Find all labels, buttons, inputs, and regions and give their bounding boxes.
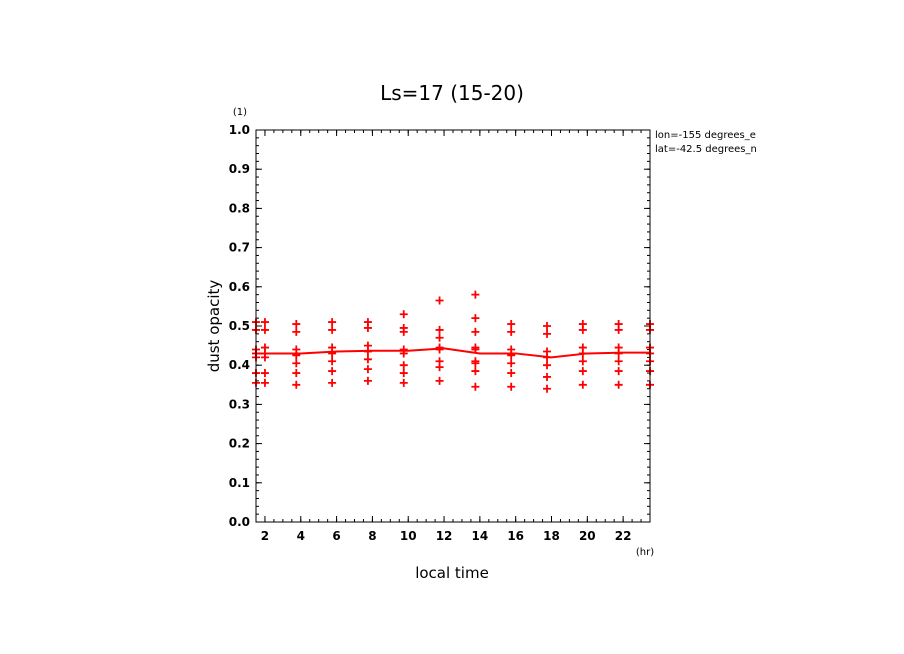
- x-axis-unit: (hr): [636, 547, 654, 558]
- sample-point: [399, 369, 408, 378]
- sample-point: [507, 327, 516, 336]
- chart-title: Ls=17 (15-20): [380, 81, 524, 105]
- sample-point: [363, 323, 372, 332]
- sample-point: [328, 349, 337, 358]
- sample-point: [507, 359, 516, 368]
- sample-point: [260, 369, 269, 378]
- y-tick-label: 0.1: [229, 476, 250, 490]
- sample-point: [399, 378, 408, 387]
- sample-point: [507, 320, 516, 329]
- x-tick-label: 18: [543, 529, 560, 543]
- sample-point: [292, 369, 301, 378]
- sample-point: [435, 333, 444, 342]
- sample-point: [543, 322, 552, 330]
- sample-point: [543, 384, 552, 393]
- x-tick-label: 22: [615, 529, 632, 543]
- sample-point: [260, 378, 269, 387]
- x-tick-label: 8: [368, 529, 376, 543]
- annotation-lat: lat=-42.5 degrees_n: [655, 144, 757, 155]
- annotation-lon: lon=-155 degrees_e: [655, 130, 756, 141]
- y-tick-label: 0.7: [229, 241, 250, 255]
- sample-point: [578, 380, 587, 389]
- sample-point: [292, 380, 301, 389]
- y-tick-label: 0.4: [229, 358, 250, 372]
- axis-ticks: 0.0 0.1 0.2 0.3 0.4 0.5 0.6 0.7 0.8 0.9 1.0 2 4 6 8 10 1…: [229, 123, 651, 543]
- sample-point: [435, 376, 444, 385]
- sample-point: [260, 353, 269, 362]
- sample-point: [578, 357, 587, 366]
- sample-point: [363, 365, 372, 374]
- sample-point: [292, 327, 301, 336]
- sample-point: [614, 380, 623, 389]
- sample-point: [543, 353, 552, 362]
- sample-point: [328, 325, 337, 334]
- sample-point: [578, 367, 587, 376]
- sample-point: [471, 382, 480, 391]
- sample-point: [507, 382, 516, 391]
- sample-point: [614, 325, 623, 334]
- sample-point: [363, 347, 372, 356]
- sample-point: [543, 372, 552, 381]
- x-tick-label: 20: [579, 529, 596, 543]
- mean-line: [256, 347, 650, 359]
- sample-point: [435, 363, 444, 372]
- sample-point: [435, 345, 444, 354]
- sample-point: [614, 357, 623, 366]
- x-tick-label: 4: [297, 529, 305, 543]
- sample-point: [471, 345, 480, 354]
- y-axis-label: dust opacity: [205, 280, 223, 373]
- sample-point: [471, 367, 480, 376]
- x-tick-label: 10: [400, 529, 417, 543]
- sample-point: [399, 327, 408, 336]
- sample-point: [614, 367, 623, 376]
- y-tick-label: 0.0: [229, 515, 250, 529]
- sample-point: [435, 325, 444, 334]
- y-tick-label: 0.2: [229, 437, 250, 451]
- sample-point: [328, 357, 337, 366]
- x-tick-label: 16: [507, 529, 524, 543]
- y-tick-label: 0.8: [229, 201, 250, 215]
- sample-point: [614, 349, 623, 358]
- sample-point: [260, 325, 269, 334]
- sample-point: [399, 349, 408, 358]
- sample-point: [578, 349, 587, 358]
- sample-point: [471, 314, 480, 323]
- y-tick-label: 1.0: [229, 123, 250, 137]
- plot-frame: [255, 129, 651, 523]
- y-tick-label: 0.3: [229, 397, 250, 411]
- x-tick-label: 6: [332, 529, 340, 543]
- x-tick-label: 2: [261, 529, 269, 543]
- x-tick-label: 14: [472, 529, 489, 543]
- sample-point: [363, 355, 372, 364]
- x-tick-label: 12: [436, 529, 453, 543]
- sample-point: [471, 290, 480, 299]
- y-axis-unit: (1): [233, 107, 247, 118]
- data-series: [252, 290, 654, 393]
- sample-point: [543, 361, 552, 370]
- sample-point: [399, 361, 408, 370]
- y-tick-label: 0.6: [229, 280, 250, 294]
- sample-point: [363, 376, 372, 385]
- sample-point: [543, 329, 552, 338]
- y-tick-label: 0.9: [229, 162, 250, 176]
- sample-point: [328, 318, 337, 327]
- sample-point: [328, 367, 337, 376]
- sample-point: [471, 327, 480, 336]
- sample-point: [328, 378, 337, 387]
- sample-point: [292, 320, 301, 329]
- sample-point: [471, 359, 480, 368]
- sample-point: [399, 310, 408, 319]
- sample-point: [260, 318, 269, 327]
- sample-point: [292, 351, 301, 360]
- sample-point: [292, 359, 301, 368]
- x-axis-label: local time: [415, 564, 489, 582]
- sample-point: [435, 296, 444, 305]
- sample-point: [578, 325, 587, 334]
- sample-point: [507, 369, 516, 378]
- sample-point: [507, 351, 516, 360]
- y-tick-label: 0.5: [229, 319, 250, 333]
